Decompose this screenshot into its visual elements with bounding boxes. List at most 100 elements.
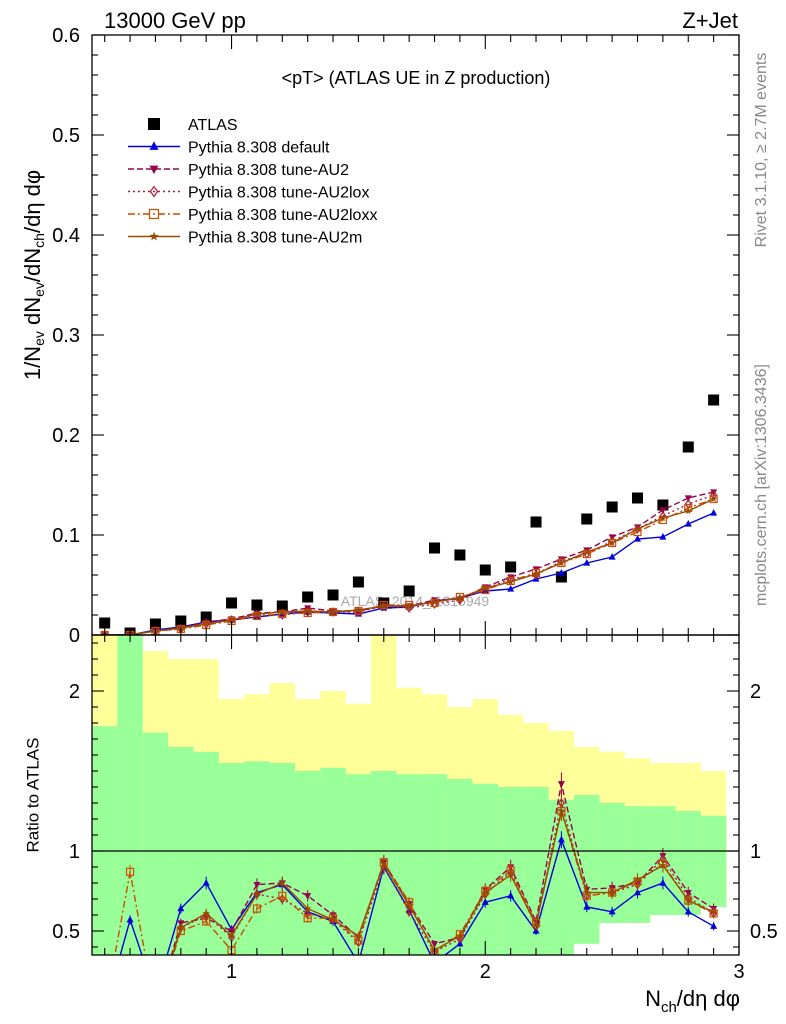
- ratio-point: [303, 914, 312, 923]
- mc-point: [354, 606, 363, 614]
- mc-point: [659, 532, 667, 540]
- ratio-y-tick-label-right: 1: [750, 841, 761, 863]
- ratio-point: [354, 931, 363, 939]
- ratio-point: [354, 937, 362, 948]
- mc-point: [608, 539, 616, 547]
- ratio-y-tick-label-right: 0.5: [750, 921, 778, 943]
- ratio-point: [532, 920, 540, 928]
- mc-point: [710, 489, 718, 497]
- mc-point: [177, 624, 185, 632]
- mc-point: [507, 578, 515, 586]
- ratio-point: [253, 881, 261, 889]
- data-point: [251, 599, 263, 611]
- legend-entry-label: Pythia 8.308 default: [188, 140, 330, 157]
- mc-point: [227, 616, 236, 624]
- mc-point: [710, 495, 718, 503]
- ratio-y-tick-label-right: 2: [750, 681, 761, 703]
- data-point: [429, 542, 441, 554]
- ratio-band-green-bin: [548, 799, 575, 955]
- data-point: [682, 441, 694, 453]
- ratio-point: [659, 878, 667, 886]
- ratio-point: [710, 922, 718, 929]
- ratio-point: [481, 888, 489, 896]
- data-point: [657, 499, 669, 511]
- mc-point: [202, 619, 210, 629]
- ratio-band-green-bin: [294, 771, 321, 955]
- main-y-tick-label: 0.4: [52, 225, 80, 247]
- mc-point: [684, 519, 692, 527]
- ratio-band-green-bin: [244, 761, 270, 955]
- x-tick-label: 1: [226, 961, 237, 983]
- legend-marker: [149, 231, 159, 241]
- header-process-label: Z+Jet: [682, 8, 738, 33]
- ratio-band-green-bin: [117, 635, 143, 955]
- legend-entry-label: Pythia 8.308 tune-AU2: [188, 162, 349, 179]
- ratio-band-green-bin: [447, 779, 473, 955]
- ratio-y-tick-label: 1: [69, 841, 80, 863]
- ratio-band-green-bin: [472, 783, 498, 955]
- ratio-band-green-bin: [142, 732, 169, 955]
- mc-point: [507, 584, 515, 592]
- ratio-band-green-bin: [92, 726, 118, 955]
- ratio-point: [481, 898, 489, 905]
- ratio-point: [608, 888, 616, 896]
- mc-point: [634, 534, 642, 542]
- main-y-tick-label: 0.6: [52, 25, 80, 47]
- main-series-line-1: [104, 512, 714, 635]
- ratio-point: [634, 888, 642, 896]
- data-point: [352, 576, 364, 588]
- mcplots-label: mcplots.cern.ch [arXiv:1306.3436]: [753, 364, 770, 606]
- mc-point: [557, 568, 565, 576]
- ratio-point: [633, 875, 642, 883]
- ratio-point: [557, 781, 565, 788]
- rivet-version-label: Rivet 3.1.10, ≥ 2.7M events: [753, 53, 770, 248]
- ratio-point: [227, 931, 236, 939]
- mc-point: [659, 507, 667, 515]
- main-series-line-2: [104, 491, 714, 635]
- x-axis-label: Nch/dη dφ: [645, 986, 740, 1016]
- ratio-point: [456, 931, 464, 939]
- data-point: [581, 513, 593, 525]
- mc-point: [329, 608, 337, 616]
- data-point: [454, 549, 466, 561]
- ratio-point: [126, 915, 134, 923]
- ratio-point: [557, 807, 566, 815]
- mc-point: [583, 548, 591, 556]
- ratio-point: [125, 867, 135, 876]
- main-series-line-5: [104, 498, 714, 635]
- x-tick-label: 3: [733, 961, 744, 983]
- legend-entry-label: Pythia 8.308 tune-AU2loxx: [188, 207, 377, 224]
- header-beam-label: 13000 GeV pp: [104, 8, 246, 33]
- mc-point: [557, 559, 566, 567]
- x-tick-label: 2: [480, 961, 491, 983]
- ratio-plot-frame: [91, 634, 740, 956]
- mc-point: [608, 552, 616, 560]
- data-point: [708, 394, 720, 406]
- legend-marker: [149, 185, 159, 198]
- main-y-tick-label: 0.1: [52, 525, 80, 547]
- ratio-y-tick-label: 0.5: [52, 921, 80, 943]
- ratio-point: [684, 896, 692, 904]
- legend-marker: [149, 141, 159, 150]
- mc-point: [456, 594, 464, 602]
- mc-point: [684, 507, 692, 515]
- ratio-point: [557, 835, 565, 843]
- data-point: [200, 611, 212, 623]
- ratio-point: [431, 941, 439, 948]
- mc-point: [684, 495, 692, 503]
- ratio-point: [278, 891, 287, 900]
- main-series-line-4: [104, 498, 714, 635]
- ratio-uncertainty-bands: [92, 635, 727, 955]
- data-point: [175, 615, 187, 627]
- ratio-band-green-bin: [574, 795, 600, 944]
- mc-point: [633, 525, 642, 533]
- mc-point: [380, 602, 388, 610]
- ratio-point: [304, 893, 312, 900]
- main-plot-series: [99, 394, 720, 635]
- ratio-point: [532, 921, 540, 932]
- mc-point: [101, 630, 109, 635]
- main-y-tick-label: 0: [69, 625, 80, 647]
- data-point: [99, 617, 111, 629]
- ratio-point: [177, 923, 185, 931]
